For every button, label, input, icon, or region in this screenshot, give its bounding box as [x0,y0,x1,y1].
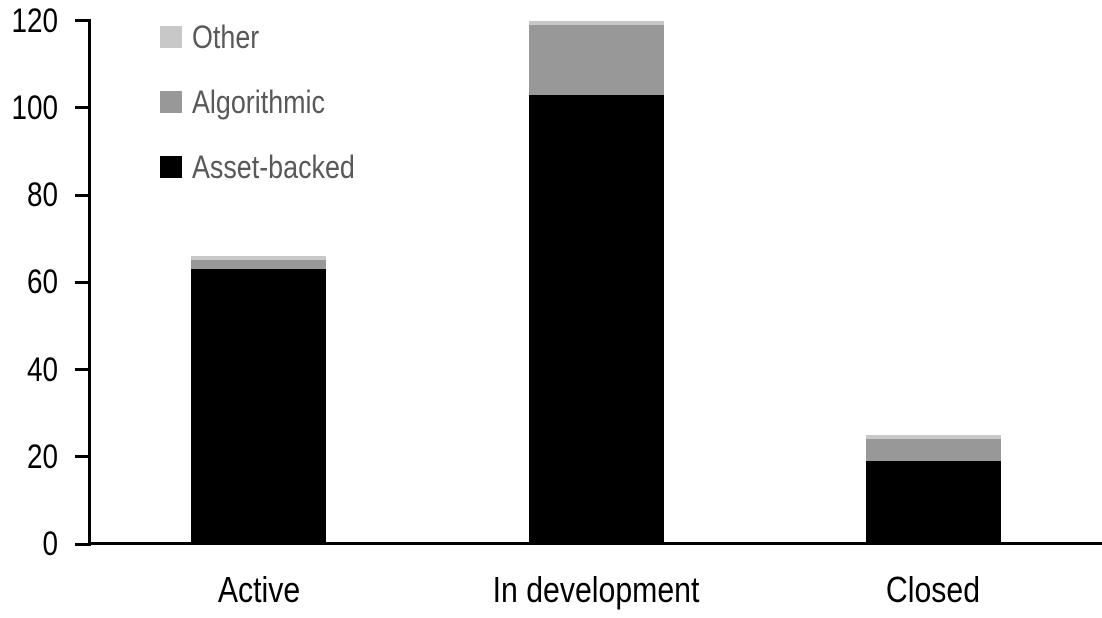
y-tick-100 [75,106,89,110]
bar-segment-closed-other [865,434,1001,440]
y-tick-label-120: 120 [11,1,59,40]
legend-swatch-asset-backed [160,156,182,178]
legend-item-asset-backed: Asset-backed [160,151,386,183]
y-tick-label-80: 80 [26,176,58,214]
x-axis-label-closed: Closed [886,569,981,610]
y-tick-0 [75,542,89,546]
bar-segment-in-development-asset-backed [528,94,664,544]
bar-segment-active-algorithmic [191,260,327,270]
y-tick-20 [75,455,89,459]
y-tick-label-0: 0 [42,525,58,563]
y-tick-120 [75,19,89,22]
y-tick-40 [75,368,89,371]
y-axis-line [88,19,91,546]
legend-label-algorithmic: Algorithmic [192,84,325,120]
bar-segment-active-other [191,256,327,261]
y-tick-60 [75,280,89,284]
x-axis-label-in-development: In development [492,569,700,610]
bar-segment-in-development-other [528,20,664,25]
bar-segment-active-asset-backed [191,269,327,544]
legend-label-asset-backed: Asset-backed [192,149,355,185]
legend-item-algorithmic: Algorithmic [160,86,386,118]
legend-swatch-algorithmic [160,91,182,113]
bar-segment-closed-algorithmic [865,439,1001,462]
x-axis-label-active: Active [217,569,300,610]
y-tick-label-20: 20 [26,437,58,476]
legend-swatch-other [160,26,182,48]
y-tick-label-60: 60 [26,263,58,302]
legend-label-other: Other [192,19,260,55]
y-tick-label-40: 40 [26,350,58,389]
legend-item-other: Other [160,21,386,53]
legend: Other Algorithmic Asset-backed [160,21,386,221]
bar-segment-in-development-algorithmic [528,24,664,95]
y-tick-80 [75,193,89,197]
y-tick-label-100: 100 [11,88,59,127]
bar-segment-closed-asset-backed [865,461,1001,544]
